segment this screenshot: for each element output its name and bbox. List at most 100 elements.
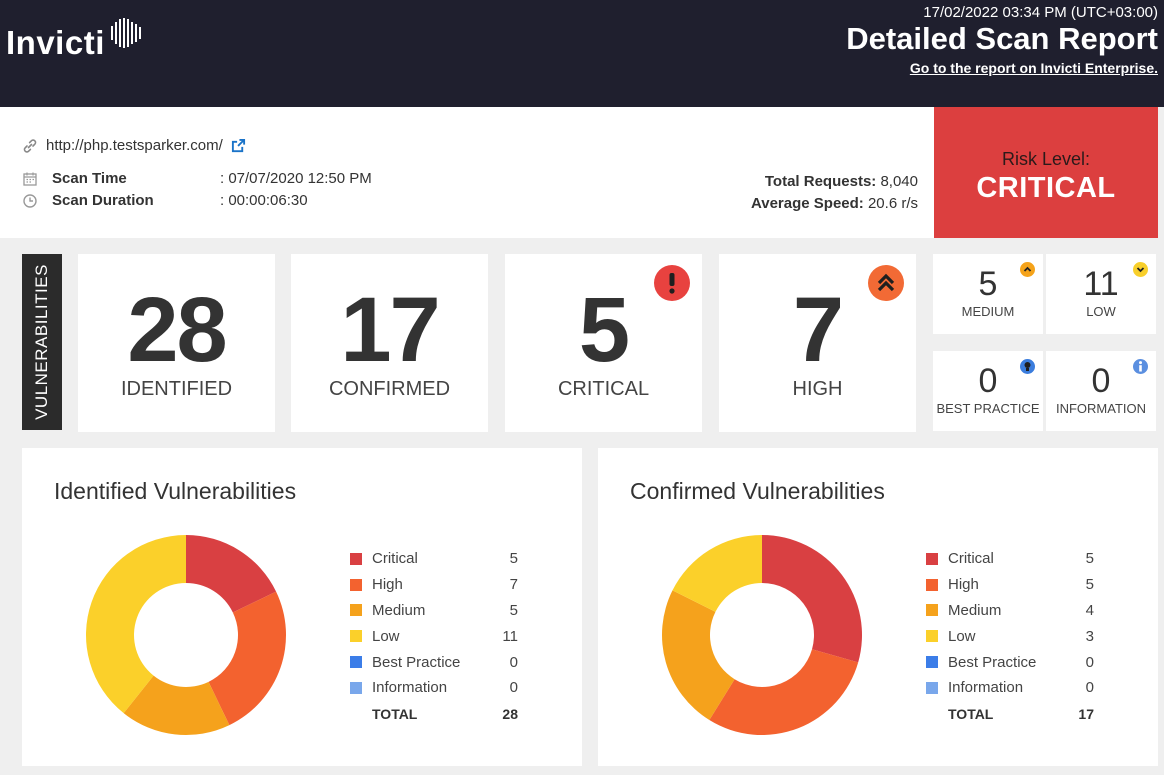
legend-swatch: [926, 578, 938, 591]
information-count: 0: [1091, 362, 1111, 400]
information-label: INFORMATION: [1055, 401, 1147, 417]
legend-swatch: [350, 630, 362, 643]
confirmed-card: 17 CONFIRMED: [291, 254, 488, 432]
legend-label: Low: [372, 627, 400, 645]
legend-swatch: [926, 656, 938, 669]
legend-swatch: [926, 552, 938, 565]
legend-label: Critical: [948, 550, 994, 568]
legend-item-critical: Critical 5: [926, 546, 1094, 572]
scan-info-panel: http://php.testsparker.com/ Scan Time : …: [0, 107, 934, 238]
identified-card: 28 IDENTIFIED: [78, 254, 275, 432]
enterprise-report-link[interactable]: Go to the report on Invicti Enterprise.: [909, 59, 1158, 76]
legend-label: Best Practice: [372, 653, 461, 671]
legend-label: Low: [948, 627, 976, 645]
legend-total: TOTAL 17: [926, 701, 1094, 727]
legend-label: Information: [372, 679, 448, 697]
legend-value: 0: [1085, 653, 1094, 671]
best-practice-card: 0 BEST PRACTICE: [933, 351, 1043, 431]
confirmed-count: 17: [340, 279, 440, 381]
legend-swatch: [350, 681, 362, 694]
legend-swatch: [350, 578, 362, 591]
low-label: LOW: [1086, 304, 1116, 320]
legend-total-value: 17: [1078, 705, 1094, 722]
legend-value: 11: [502, 627, 518, 645]
identified-legend: Critical 5 High 7 Medium 5 Low 11 Best Practice 0…: [350, 546, 518, 727]
critical-label: CRITICAL: [557, 378, 650, 400]
legend-value: 5: [509, 550, 518, 568]
legend-spacer: [350, 708, 362, 720]
report-title: Detailed Scan Report: [846, 21, 1158, 56]
report-header: Invicti 17/02/2022 03:34 PM (UTC+03:00) …: [0, 0, 1164, 107]
risk-level-box: Risk Level: CRITICAL: [934, 107, 1158, 238]
slice-low: [85, 535, 186, 714]
legend-label: Medium: [948, 601, 1002, 619]
medium-count: 5: [978, 265, 998, 303]
confirmed-legend: Critical 5 High 5 Medium 4 Low 3 Best Practice 0 I…: [926, 546, 1094, 727]
legend-value: 0: [509, 653, 518, 671]
confirmed-vulnerabilities-panel: Confirmed Vulnerabilities Critical 5 High 5…: [598, 448, 1158, 766]
legend-label: High: [372, 576, 403, 594]
low-card: 11 LOW: [1046, 254, 1156, 334]
identified-donut-chart: [85, 535, 286, 735]
chevron-down-icon: [1133, 262, 1148, 277]
scan-time-row: Scan Time : 07/07/2020 12:50 PM: [22, 170, 372, 187]
critical-card: 5 CRITICAL: [505, 254, 702, 432]
scan-time-label: Scan Time: [52, 170, 127, 187]
average-speed-value: 20.6 r/s: [867, 195, 918, 212]
logo-bars-icon: [110, 18, 141, 48]
legend-label: High: [948, 576, 979, 594]
scan-duration-label: Scan Duration: [52, 192, 154, 209]
brand-name: Invicti: [6, 24, 105, 61]
target-url-row: http://php.testsparker.com/: [22, 137, 246, 154]
best-practice-label: BEST PRACTICE: [936, 401, 1040, 417]
legend-value: 5: [509, 601, 518, 619]
target-url: http://php.testsparker.com/: [46, 137, 223, 154]
slice-high: [709, 649, 859, 735]
legend-value: 5: [1085, 576, 1094, 594]
medium-label: MEDIUM: [961, 304, 1015, 320]
confirmed-donut-chart: [662, 535, 862, 735]
legend-value: 4: [1085, 601, 1094, 619]
legend-spacer: [926, 708, 938, 720]
identified-label: IDENTIFIED: [120, 378, 233, 400]
legend-label: Critical: [372, 550, 418, 568]
slice-critical: [186, 535, 277, 613]
legend-item-best-practice: Best Practice 0: [926, 649, 1094, 675]
legend-value: 7: [509, 576, 518, 594]
legend-item-low: Low 11: [350, 623, 518, 649]
legend-value: 0: [1085, 679, 1094, 697]
double-chevron-up-icon: [868, 265, 904, 301]
total-requests-value: 8,040: [880, 173, 918, 190]
identified-count: 28: [127, 279, 227, 381]
legend-swatch: [926, 681, 938, 694]
legend-total-label: TOTAL: [372, 705, 418, 722]
information-card: 0 INFORMATION: [1046, 351, 1156, 431]
medium-card: 5 MEDIUM: [933, 254, 1043, 334]
legend-item-information: Information 0: [926, 675, 1094, 701]
vulnerabilities-tab-label: VULNERABILITIES: [32, 264, 51, 420]
lightbulb-icon: [1020, 359, 1035, 374]
legend-item-low: Low 3: [926, 623, 1094, 649]
legend-label: Information: [948, 679, 1024, 697]
legend-value: 5: [1085, 550, 1094, 568]
scan-duration-value: : 00:00:06:30: [220, 192, 308, 209]
vulnerabilities-tab: VULNERABILITIES: [22, 254, 62, 430]
legend-item-medium: Medium 5: [350, 598, 518, 624]
legend-total-label: TOTAL: [948, 705, 994, 722]
slice-high: [208, 591, 286, 726]
clock-icon: [23, 193, 37, 208]
slice-medium: [123, 675, 230, 735]
external-link-icon[interactable]: [231, 138, 246, 153]
legend-swatch: [926, 630, 938, 643]
legend-label: Medium: [372, 601, 426, 619]
high-card: 7 HIGH: [719, 254, 916, 432]
high-label: HIGH: [792, 378, 843, 400]
identified-vulnerabilities-panel: Identified Vulnerabilities Critical 5 High…: [22, 448, 582, 766]
scan-stats: Total Requests: 8,040 Average Speed: 20.…: [751, 171, 918, 215]
total-requests-label: Total Requests:: [764, 173, 877, 190]
identified-chart-title: Identified Vulnerabilities: [54, 478, 297, 504]
slice-medium: [662, 590, 735, 721]
scan-duration-row: Scan Duration : 00:00:06:30: [22, 192, 308, 209]
legend-swatch: [350, 604, 362, 617]
exclamation-icon: [654, 265, 690, 301]
